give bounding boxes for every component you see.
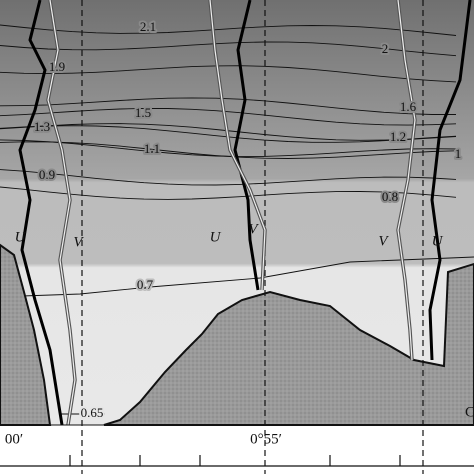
- contour-label: 1.3: [34, 119, 50, 134]
- contour-label: 1.9: [49, 59, 65, 74]
- contour-line: [0, 186, 457, 200]
- contour-label: 1.1: [144, 141, 160, 156]
- profile-label: V: [378, 233, 389, 249]
- u-profile: [428, 0, 472, 361]
- contour-line: [0, 41, 457, 57]
- profile-label: U: [15, 229, 27, 245]
- terrain-right: [103, 262, 474, 426]
- v-profile-inner: [397, 0, 416, 361]
- contour-label: 2: [382, 41, 389, 56]
- v-profile-inner: [209, 0, 266, 291]
- contour-label: 1.6: [400, 99, 417, 114]
- contour-line: [0, 97, 456, 115]
- contour-label: 0.9: [39, 167, 55, 182]
- contour-line: [0, 65, 457, 83]
- u-profile: [233, 0, 260, 291]
- contour-line: [0, 139, 457, 158]
- x-tick-label: 0°55′: [250, 431, 282, 447]
- ticks: [69, 455, 401, 466]
- profiles: [18, 0, 472, 426]
- contour-label: 0.65: [81, 405, 104, 420]
- contour-line: [0, 107, 457, 126]
- x-tick-label: 00′: [5, 431, 23, 447]
- profile-label: U: [210, 229, 222, 245]
- u-profile: [18, 0, 64, 426]
- contour-label: 0.7: [137, 277, 154, 292]
- profile-label: V: [248, 221, 259, 237]
- contour-line: [0, 24, 457, 36]
- contour-label: 1.5: [135, 105, 151, 120]
- labels: 2.1 2 1.9 1.6 1.5 1.3 1.2 1.1 1 0.9 0.8 0.7 0.65 U V U V…: [15, 17, 464, 422]
- contour-label: 1: [455, 146, 462, 161]
- section-lines: [81, 0, 424, 474]
- contour-label: 0.8: [382, 189, 398, 204]
- contours: [0, 24, 474, 415]
- corner-label: C: [465, 404, 474, 420]
- profile-label: U: [432, 233, 444, 249]
- v-profile-inner: [47, 0, 76, 426]
- contour-label: 1.2: [390, 129, 406, 144]
- contour-line: [21, 256, 474, 297]
- profile-label: V: [73, 234, 84, 250]
- contour-line: [0, 169, 457, 186]
- contour-label: 2.1: [140, 19, 156, 34]
